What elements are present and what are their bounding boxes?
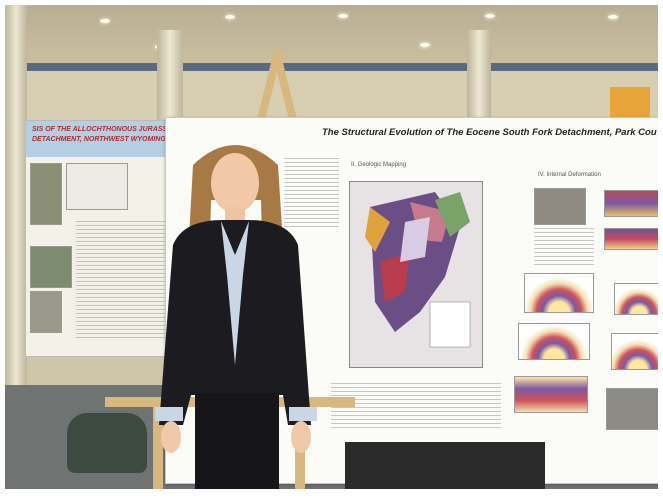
main-poster-title: The Structural Evolution of The Eocene S… <box>322 127 657 138</box>
conclusion-text <box>331 383 501 428</box>
ceiling-light <box>485 14 495 18</box>
left-poster-photo <box>30 246 72 288</box>
geologic-map <box>349 181 483 368</box>
pillar <box>157 30 183 130</box>
left-poster-title-line1: SIS OF THE ALLOCHTHONOUS JURASSIC <box>32 126 175 133</box>
field-photo <box>606 388 658 430</box>
left-poster-title: SIS OF THE ALLOCHTHONOUS JURASSIC DETACH… <box>32 125 182 145</box>
fold-diagram <box>514 376 588 413</box>
ceiling-light <box>338 14 348 18</box>
left-poster-figure <box>66 163 128 210</box>
pillar <box>467 30 491 130</box>
wall-stripe <box>5 63 658 71</box>
pillar <box>5 5 27 489</box>
field-photo <box>534 188 586 225</box>
fold-diagram <box>524 273 594 313</box>
cross-section <box>604 228 658 250</box>
ceiling-light <box>420 43 430 47</box>
ceiling <box>5 5 658 65</box>
intro-text <box>284 158 339 228</box>
fold-diagram <box>611 333 658 370</box>
section-deformation-label: IV. Internal Deformation <box>538 172 601 178</box>
fold-diagram <box>518 323 590 360</box>
caption-text <box>534 228 594 268</box>
easel-leg <box>153 405 163 489</box>
geologic-map-drawing <box>365 192 471 348</box>
left-poster-text <box>76 221 176 341</box>
presenter <box>155 145 317 489</box>
table-cloth <box>345 442 545 489</box>
section-map-label: II. Geologic Mapping <box>351 162 407 168</box>
ceiling-light <box>100 19 110 23</box>
conference-photo: SIS OF THE ALLOCHTHONOUS JURASSIC DETACH… <box>5 5 658 489</box>
left-poster: SIS OF THE ALLOCHTHONOUS JURASSIC DETACH… <box>25 120 187 357</box>
backpack <box>67 413 147 473</box>
left-poster-header: SIS OF THE ALLOCHTHONOUS JURASSIC DETACH… <box>26 121 186 157</box>
left-poster-photo <box>30 291 62 333</box>
left-poster-map <box>30 163 62 225</box>
fold-diagram <box>614 283 658 315</box>
cross-section <box>604 190 658 217</box>
ceiling-light <box>225 15 235 19</box>
left-poster-title-line2: DETACHMENT, NORTHWEST WYOMING <box>32 136 166 143</box>
ceiling-light <box>608 15 618 19</box>
